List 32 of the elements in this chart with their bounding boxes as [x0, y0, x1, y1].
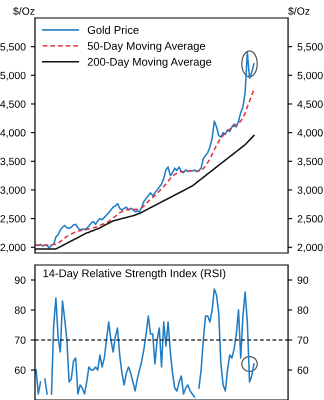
y-tick-label: 70 [14, 336, 26, 344]
y-tick-label: 80 [14, 306, 26, 314]
legend-label: 50-Day Moving Average [88, 42, 206, 52]
y-tick-label: 3,000 [0, 186, 26, 196]
legend-label: Gold Price [88, 26, 139, 34]
y2-tick-label: 5,000 [297, 72, 323, 80]
y2-tick-label: 2,500 [298, 215, 323, 224]
y2-axis-title: $/Oz [288, 6, 310, 16]
y2-tick-label: 3,000 [297, 186, 323, 196]
y-tick-label: 4,500 [0, 100, 26, 110]
y2-tick-label: 5,500 [297, 43, 323, 52]
y-tick-label: 90 [14, 276, 26, 284]
y-tick-label: 3,500 [0, 158, 26, 166]
y-tick-label: 5,000 [0, 72, 26, 80]
line-series [35, 134, 255, 250]
legend-label: 200-Day Moving Average [88, 58, 212, 68]
y2-tick-label: 4,500 [297, 100, 323, 110]
y2-tick-label: 70 [298, 336, 308, 344]
y-tick-label: 5,500 [0, 43, 26, 52]
y2-tick-label: 2,000 [298, 244, 323, 252]
y2-tick-label: 90 [298, 276, 308, 284]
y2-tick-label: 3,500 [297, 158, 323, 166]
y-tick-label: 2,500 [0, 215, 26, 224]
y2-tick-label: 4,000 [297, 129, 323, 138]
y-tick-label: 4,000 [0, 129, 26, 138]
y-tick-label: 2,000 [0, 244, 26, 252]
chart-title: 14-Day Relative Strength Index (RSI) [43, 269, 226, 280]
line-series [35, 88, 255, 246]
y2-tick-label: 80 [298, 306, 308, 314]
y2-tick-label: 60 [298, 366, 308, 374]
y-tick-label: 60 [14, 366, 26, 374]
y-axis-title: $/Oz [13, 6, 34, 16]
